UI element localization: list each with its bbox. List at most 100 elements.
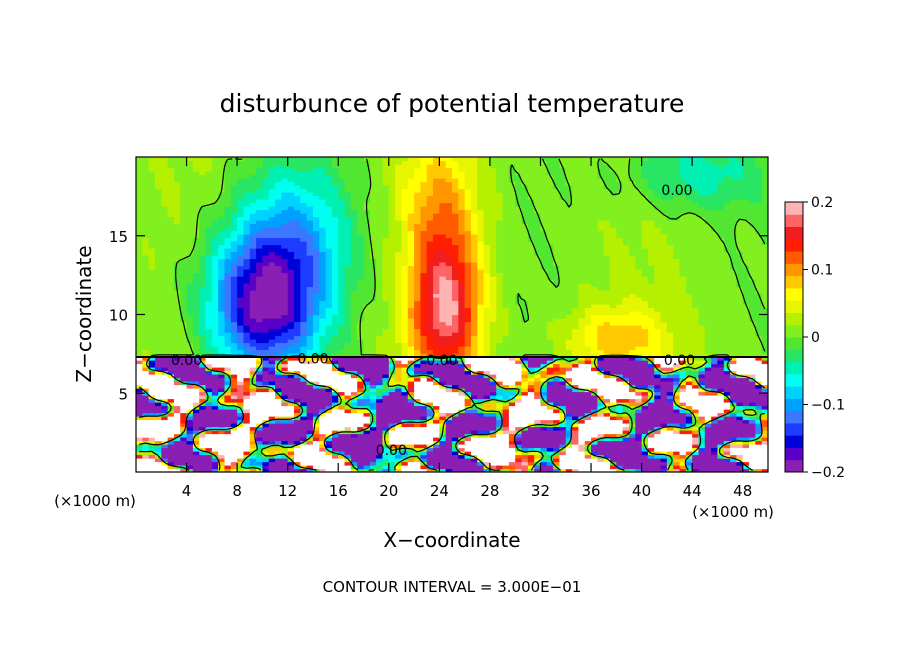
heatmap-cell — [521, 349, 529, 354]
heatmap-cell — [685, 304, 693, 309]
heatmap-cell — [654, 388, 662, 393]
heatmap-cell — [173, 332, 181, 337]
heatmap-cell — [761, 440, 768, 445]
heatmap-cell — [483, 451, 491, 456]
heatmap-cell — [540, 433, 548, 438]
heatmap-cell — [527, 412, 535, 417]
heatmap-cell — [736, 349, 744, 354]
heatmap-cell — [483, 444, 491, 449]
heatmap-cell — [698, 335, 706, 340]
heatmap-cell — [616, 468, 624, 472]
heatmap-cell — [363, 447, 371, 452]
heatmap-cell — [483, 416, 491, 421]
heatmap-cell — [338, 300, 346, 305]
heatmap-cell — [635, 360, 643, 365]
heatmap-cell — [401, 311, 409, 316]
heatmap-cell — [439, 451, 447, 456]
heatmap-cell — [268, 297, 276, 302]
heatmap-cell — [205, 307, 213, 312]
heatmap-cell — [654, 318, 662, 323]
heatmap-cell — [350, 458, 358, 463]
heatmap-cell — [717, 426, 725, 431]
heatmap-cell — [439, 328, 447, 333]
heatmap-cell — [565, 458, 573, 463]
heatmap-cell — [584, 454, 592, 459]
heatmap-cell — [256, 430, 263, 435]
heatmap-cell — [717, 328, 725, 333]
heatmap-cell — [148, 395, 156, 400]
heatmap-cell — [483, 307, 491, 312]
heatmap-cell — [243, 374, 251, 379]
heatmap-cell — [730, 461, 737, 466]
heatmap-cell — [331, 444, 339, 449]
heatmap-cell — [603, 465, 611, 470]
heatmap-cell — [268, 353, 276, 358]
heatmap-cell — [230, 328, 238, 333]
heatmap-cell — [224, 367, 232, 372]
heatmap-cell — [319, 300, 327, 305]
heatmap-cell — [464, 440, 472, 445]
heatmap-cell — [584, 458, 592, 463]
heatmap-cell — [578, 398, 586, 403]
heatmap-cell — [357, 468, 365, 472]
heatmap-cell — [439, 381, 447, 386]
heatmap-cell — [622, 458, 630, 463]
heatmap-cell — [230, 423, 238, 428]
heatmap-cell — [458, 332, 466, 337]
heatmap-cell — [502, 405, 510, 410]
heatmap-cell — [673, 405, 681, 410]
heatmap-cell — [603, 356, 611, 361]
heatmap-cell — [685, 363, 693, 368]
heatmap-cell — [306, 356, 314, 361]
heatmap-cell — [230, 388, 238, 393]
heatmap-cell — [553, 433, 561, 438]
heatmap-cell — [553, 426, 561, 431]
heatmap-cell — [230, 349, 238, 354]
heatmap-cell — [641, 321, 649, 326]
heatmap-cell — [205, 412, 213, 417]
heatmap-cell — [294, 335, 301, 340]
heatmap-cell — [546, 437, 554, 442]
heatmap-cell — [325, 395, 333, 400]
heatmap-cell — [237, 419, 245, 424]
heatmap-cell — [515, 423, 523, 428]
heatmap-cell — [647, 335, 655, 340]
heatmap-cell — [534, 318, 542, 323]
heatmap-cell — [338, 437, 346, 442]
heatmap-cell — [275, 398, 282, 403]
heatmap-cell — [186, 444, 194, 449]
heatmap-cell — [559, 321, 567, 326]
heatmap-cell — [641, 374, 649, 379]
heatmap-cell — [294, 307, 301, 312]
heatmap-cell — [407, 447, 415, 452]
heatmap-cell — [136, 412, 143, 417]
heatmap-cell — [698, 356, 706, 361]
heatmap-cell — [666, 423, 674, 428]
heatmap-cell — [407, 332, 415, 337]
heatmap-cell — [660, 328, 668, 333]
heatmap-cell — [173, 370, 181, 375]
heatmap-cell — [433, 423, 440, 428]
heatmap-cell — [249, 307, 257, 312]
heatmap-cell — [180, 339, 188, 344]
heatmap-cell — [211, 318, 219, 323]
heatmap-cell — [527, 461, 535, 466]
heatmap-cell — [161, 321, 169, 326]
heatmap-cell — [445, 458, 453, 463]
heatmap-cell — [635, 325, 643, 330]
heatmap-cell — [230, 416, 238, 421]
plot-area — [136, 157, 768, 472]
heatmap-cell — [401, 444, 409, 449]
heatmap-cell — [761, 468, 768, 472]
heatmap-cells — [136, 157, 768, 472]
heatmap-cell — [452, 384, 459, 389]
heatmap-cell — [294, 468, 301, 472]
heatmap-cell — [464, 444, 472, 449]
heatmap-cell — [148, 377, 156, 382]
heatmap-cell — [306, 447, 314, 452]
heatmap-cell — [414, 353, 421, 358]
heatmap-cell — [458, 416, 466, 421]
heatmap-cell — [692, 321, 700, 326]
heatmap-cell — [540, 384, 548, 389]
heatmap-cell — [572, 349, 579, 354]
